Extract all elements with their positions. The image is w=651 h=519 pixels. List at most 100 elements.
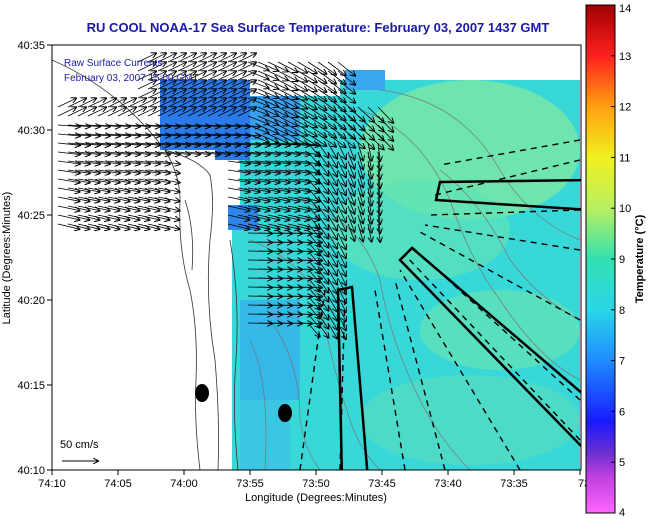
current-vector xyxy=(257,170,280,173)
current-vector xyxy=(147,143,170,145)
current-vector xyxy=(267,124,288,134)
current-vector xyxy=(237,71,256,81)
current-vector xyxy=(147,152,170,155)
current-vector xyxy=(367,142,372,161)
current-vector xyxy=(347,214,355,232)
current-vector xyxy=(287,223,309,229)
current-vector xyxy=(377,115,393,132)
current-vector xyxy=(87,170,110,173)
current-vector xyxy=(97,152,120,155)
current-vector xyxy=(317,286,329,302)
current-vector xyxy=(67,214,89,220)
colorbar-tick-label: 8 xyxy=(619,305,625,317)
current-vector xyxy=(147,214,169,220)
current-vector xyxy=(337,169,346,186)
current-vector xyxy=(297,214,319,220)
current-vector xyxy=(317,322,329,338)
current-vector xyxy=(337,322,346,339)
current-vector xyxy=(127,170,150,173)
current-vector xyxy=(357,133,374,149)
current-vector xyxy=(287,214,309,220)
current-vector xyxy=(257,161,280,164)
current-vector xyxy=(257,187,280,192)
current-vector xyxy=(337,250,346,267)
current-vector xyxy=(347,223,355,241)
current-vector xyxy=(317,277,329,293)
current-vector xyxy=(227,170,250,173)
y-tick-label: 40:30 xyxy=(17,125,45,137)
current-vector xyxy=(297,61,317,73)
current-vector xyxy=(237,107,256,117)
current-vector xyxy=(337,142,346,159)
current-vector xyxy=(197,143,220,145)
current-vector xyxy=(237,196,260,201)
current-vector xyxy=(287,79,307,91)
current-vector xyxy=(117,152,140,155)
current-vector xyxy=(107,125,130,127)
current-vector xyxy=(227,71,246,81)
current-vector xyxy=(227,152,250,155)
current-vector xyxy=(247,161,270,164)
current-vector xyxy=(127,161,150,164)
current-vector xyxy=(127,125,150,127)
current-vector xyxy=(257,205,280,211)
current-vector xyxy=(127,98,146,108)
current-vector xyxy=(277,214,299,220)
current-vector xyxy=(378,214,380,233)
current-vector xyxy=(277,143,300,145)
current-vector xyxy=(227,89,246,99)
current-vector xyxy=(317,115,336,129)
current-vector xyxy=(277,152,300,155)
current-vector xyxy=(297,133,317,145)
current-vector xyxy=(277,79,298,90)
current-vector xyxy=(117,196,140,201)
scale-label: 50 cm/s xyxy=(60,439,99,451)
current-vector xyxy=(327,142,337,159)
current-vector xyxy=(87,98,106,108)
current-vector xyxy=(378,142,380,161)
current-vector xyxy=(107,143,130,145)
current-vector xyxy=(347,142,355,160)
current-vector xyxy=(327,232,337,249)
current-vector xyxy=(77,187,100,192)
current-vector xyxy=(337,70,355,85)
current-vector xyxy=(327,70,346,84)
current-vector xyxy=(167,53,186,63)
current-vector xyxy=(267,115,288,125)
current-vector xyxy=(67,187,90,192)
current-vector xyxy=(67,205,90,211)
current-vector xyxy=(117,170,140,173)
current-vector xyxy=(117,223,139,229)
current-vector xyxy=(227,223,249,229)
current-vector xyxy=(67,161,90,164)
current-vector xyxy=(87,178,110,183)
current-vector xyxy=(77,134,100,136)
current-vector xyxy=(117,214,139,220)
current-vector xyxy=(247,205,270,211)
current-vector xyxy=(267,205,290,211)
current-vector xyxy=(257,88,278,98)
current-vector xyxy=(167,134,190,136)
current-vector xyxy=(187,98,206,108)
current-vector xyxy=(157,170,180,173)
x-tick-label: 73:40 xyxy=(434,478,462,490)
current-vector xyxy=(327,187,337,204)
current-vector xyxy=(337,304,346,321)
current-vector xyxy=(297,187,320,192)
current-vector xyxy=(77,170,100,173)
current-vector xyxy=(337,241,346,258)
current-vector xyxy=(247,187,270,192)
colorbar-tick-label: 7 xyxy=(619,356,625,368)
current-vector xyxy=(317,133,336,147)
current-vector xyxy=(217,143,240,145)
current-vector xyxy=(217,80,236,90)
current-vector xyxy=(247,133,269,142)
current-vector xyxy=(127,152,150,155)
current-vector xyxy=(347,106,365,121)
current-vector xyxy=(317,259,329,275)
current-vector xyxy=(378,196,380,215)
current-vector xyxy=(297,178,320,183)
current-vector xyxy=(107,178,130,183)
current-vector xyxy=(247,170,270,173)
current-vector xyxy=(317,223,329,239)
